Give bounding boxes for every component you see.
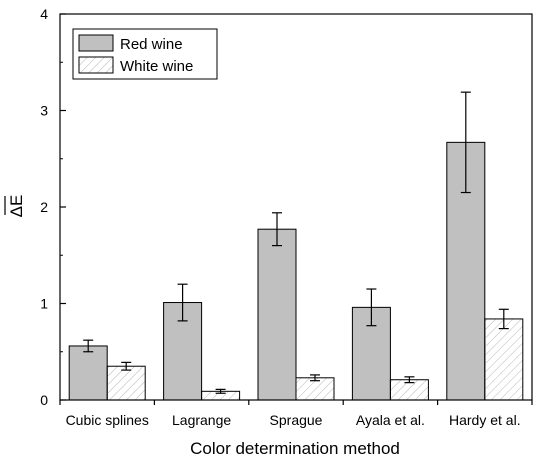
bar-white-wine [106, 365, 146, 401]
error-bar-red-wine [177, 283, 188, 322]
x-tick-label: Lagrange [172, 412, 231, 428]
y-tick-label: 4 [40, 6, 48, 22]
y-tick-label: 1 [40, 296, 48, 312]
x-tick-label: Sprague [270, 412, 323, 428]
legend-swatch-red-wine [78, 34, 114, 52]
axes-group: Cubic splines Lagrange Sprague Ayala et al.… [40, 6, 533, 428]
bar-red-wine [257, 228, 297, 401]
bars-group [68, 141, 524, 401]
legend-swatch-white-wine [78, 56, 114, 74]
legend: Red wine White wine [72, 28, 218, 80]
x-axis-title: Color determination method [190, 439, 400, 458]
error-bar-white-wine [215, 388, 226, 394]
bar-white-wine [484, 318, 524, 401]
error-bar-red-wine [272, 212, 282, 247]
error-bar-white-wine [310, 374, 320, 382]
y-tick-label: 0 [40, 392, 48, 408]
error-bar-red-wine [83, 339, 94, 353]
y-axis-title-group: ΔE [4, 195, 26, 218]
x-tick-label: Hardy et al. [449, 412, 521, 428]
error-bar-white-wine [498, 308, 509, 330]
y-tick-label: 2 [40, 199, 48, 215]
y-tick-label: 3 [40, 103, 48, 119]
legend-label-red-wine: Red wine [120, 36, 183, 53]
y-axis-title: ΔE [7, 195, 26, 218]
x-tick-label: Cubic splines [66, 412, 149, 428]
error-bar-white-wine [404, 376, 415, 384]
error-bars-group [83, 91, 509, 394]
error-bar-red-wine [460, 91, 471, 194]
bar-red-wine [68, 345, 108, 401]
x-tick-label: Ayala et al. [356, 412, 425, 428]
error-bar-red-wine [366, 288, 377, 327]
error-bar-white-wine [121, 361, 132, 371]
legend-label-white-wine: White wine [120, 58, 193, 75]
